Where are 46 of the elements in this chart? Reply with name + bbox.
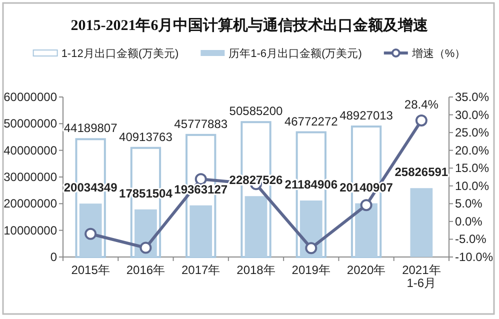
y-tick-label: 50000000: [4, 116, 58, 131]
data-label: 28.4%: [404, 97, 439, 112]
data-label: 21184906: [284, 178, 338, 192]
point: [360, 199, 372, 212]
y2-tick-label: 10.0%: [455, 178, 490, 193]
legend-label: 历年1-6月出口金额(万美元): [228, 47, 362, 60]
y-tick-label: 10000000: [4, 223, 58, 238]
data-label: 40913763: [119, 130, 173, 144]
x-tick-label: 2017年: [180, 263, 222, 277]
data-label: 20034349: [64, 180, 118, 195]
point: [415, 114, 428, 126]
x-tick-label: 2020年: [346, 263, 387, 277]
y2-tick-label: -10.0%: [455, 250, 494, 264]
x-tick-label: 2015年: [70, 263, 111, 277]
y-tick-label: 20000000: [4, 196, 58, 211]
legend-label: 1-12月出口金额(万美元): [61, 47, 179, 60]
x-tick-label: 2021年 1-6月: [401, 263, 442, 290]
y-tick-label: 60000000: [4, 90, 58, 104]
y2-tick-label: 0.0%: [455, 214, 483, 228]
y-tick-label: 30000000: [4, 170, 58, 184]
point: [305, 242, 318, 254]
y2-tick-label: -5.0%: [455, 232, 487, 246]
point: [194, 173, 207, 186]
y-tick-label: 0: [50, 250, 58, 264]
point: [140, 242, 152, 254]
y2-tick-label: 20.0%: [455, 143, 490, 158]
data-label: 48927013: [340, 108, 394, 123]
x-tick-label: 2018年: [236, 263, 276, 277]
bar: [410, 188, 433, 257]
data-label: 46772272: [284, 114, 338, 128]
legend-label: 增速（%）: [410, 47, 466, 60]
point: [84, 228, 97, 240]
data-label: 44189807: [64, 121, 118, 136]
y2-tick-label: 35.0%: [455, 90, 490, 104]
data-label: 45777883: [174, 116, 228, 131]
data-label: 17851504: [119, 186, 173, 200]
y2-tick-label: 30.0%: [455, 108, 490, 122]
y-tick-label: 40000000: [4, 143, 58, 158]
y2-tick-label: 5.0%: [455, 196, 483, 211]
data-label: 50585200: [229, 104, 284, 118]
data-label: 25826591: [394, 165, 448, 180]
chart-title: 2015-2021年6月中国计算机与通信技术出口金额及增速: [70, 16, 430, 34]
x-tick-label: 2016年: [125, 263, 166, 277]
y2-tick-label: 15.0%: [455, 161, 490, 176]
y2-tick-label: 25.0%: [455, 126, 490, 140]
x-tick-label: 2019年: [290, 263, 332, 277]
